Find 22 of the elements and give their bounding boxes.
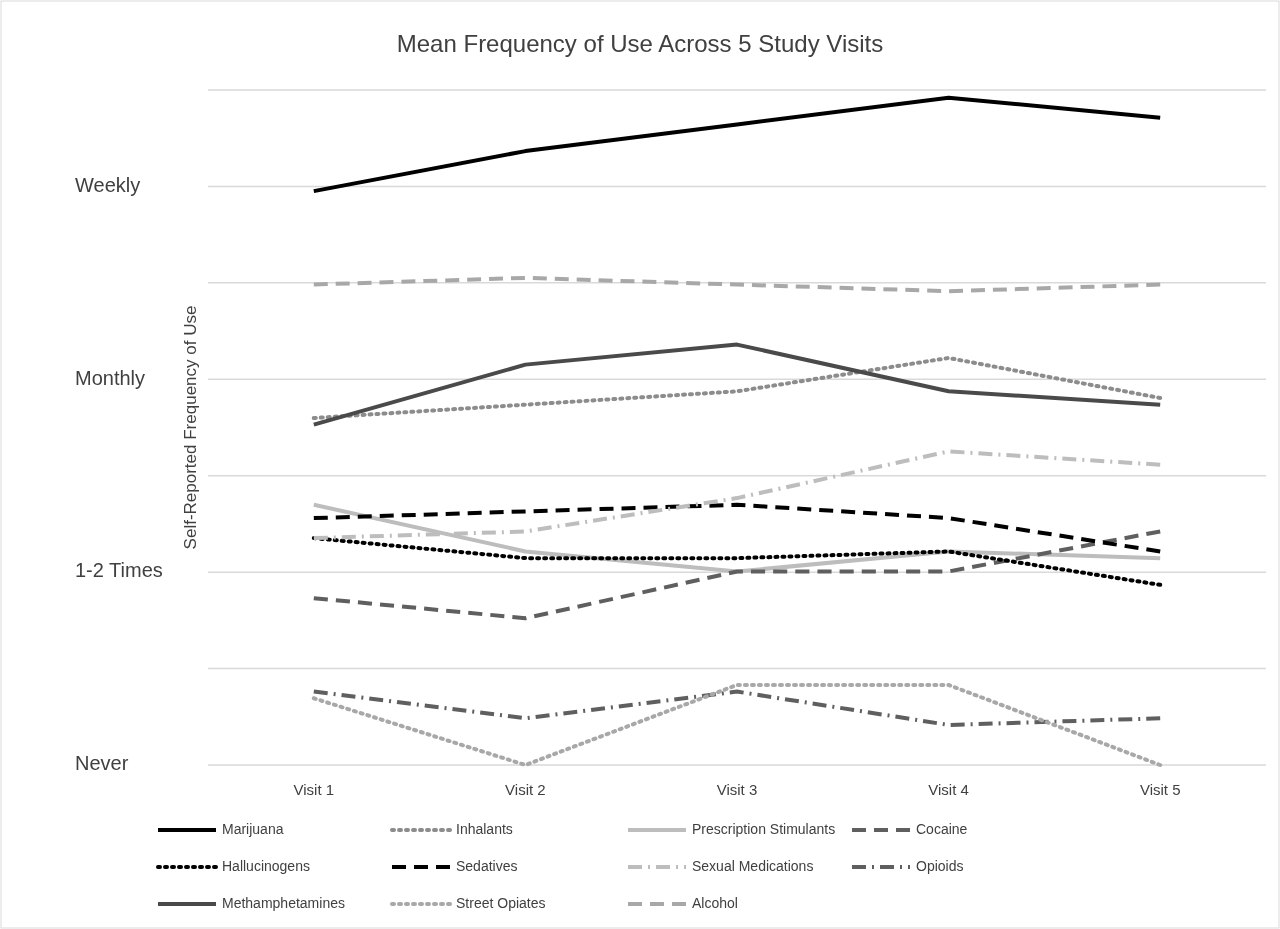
y-axis-title: Self-Reported Frequency of Use: [181, 305, 200, 550]
legend-label: Cocaine: [916, 820, 968, 837]
legend-label: Inhalants: [456, 820, 513, 837]
legend-label: Prescription Stimulants: [692, 820, 836, 837]
legend-label: Street Opiates: [456, 894, 546, 911]
legend-label: Alcohol: [692, 894, 738, 911]
legend-label: Methamphetamines: [222, 894, 345, 911]
legend-label: Sedatives: [456, 857, 518, 874]
x-tick-label: Visit 2: [505, 781, 546, 798]
legend-label: Marijuana: [222, 820, 284, 837]
x-tick-label: Visit 4: [928, 781, 969, 798]
x-tick-label: Visit 1: [293, 781, 335, 798]
text: 1-2 Times: [75, 559, 163, 582]
legend-label: Sexual Medications: [692, 857, 814, 874]
legend-label: Hallucinogens: [222, 857, 310, 874]
chart-title: Mean Frequency of Use Across 5 Study Visits: [396, 30, 884, 57]
text: Weekly: [75, 173, 141, 196]
x-tick-label: Visit 3: [716, 781, 758, 798]
legend-label: Opioids: [916, 857, 964, 874]
text: Never: [75, 752, 129, 775]
x-tick-label: Visit 5: [1139, 781, 1181, 798]
text: Monthly: [75, 366, 146, 389]
